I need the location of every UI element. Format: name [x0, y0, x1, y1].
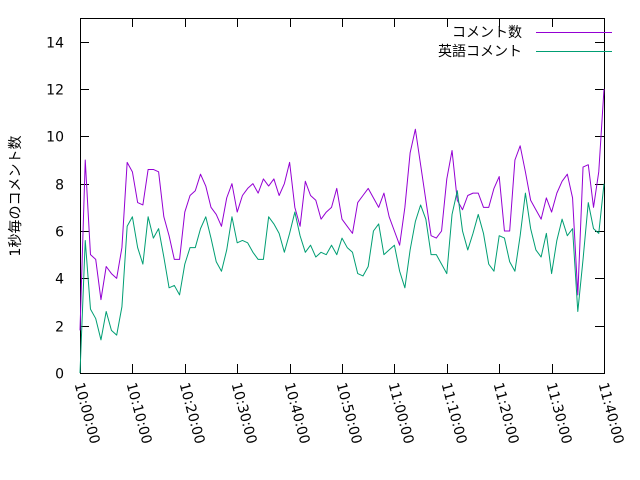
y-axis: 0 2 4 6 8 10 12 14: [46, 36, 604, 383]
y-axis-label: 1秒毎のコメント数: [8, 136, 24, 257]
x-tick-label: 11:20:00: [490, 381, 522, 446]
x-axis: 10:00:00 10:10:00 10:20:00 10:30:00 10:40:00…: [71, 18, 627, 446]
x-tick-label: 10:50:00: [333, 381, 365, 446]
y-tick-label: 6: [55, 225, 64, 241]
x-tick-label: 11:10:00: [438, 381, 470, 446]
x-tick-label: 11:30:00: [543, 381, 575, 446]
y-tick-label: 10: [46, 130, 64, 146]
x-tick-label: 10:10:00: [123, 381, 155, 446]
series-group: [79, 88, 605, 374]
series-line-1: [79, 88, 605, 331]
x-tick-label: 10:00:00: [71, 381, 103, 446]
x-tick-label: 10:20:00: [176, 381, 208, 446]
y-tick-label: 0: [55, 367, 64, 383]
y-tick-label: 2: [55, 320, 64, 336]
y-tick-label: 14: [46, 36, 64, 52]
y-tick-label: 8: [55, 178, 64, 194]
y-tick-label: 12: [46, 83, 64, 99]
y-tick-label: 4: [55, 272, 64, 288]
x-tick-label: 10:40:00: [281, 381, 313, 446]
legend-label: コメント数: [452, 25, 522, 41]
x-tick-label: 11:40:00: [595, 381, 627, 446]
x-tick-label: 10:30:00: [228, 381, 260, 446]
series-line-2: [79, 183, 605, 374]
x-tick-label: 11:00:00: [385, 381, 417, 446]
legend-label: 英語コメント: [438, 43, 522, 60]
